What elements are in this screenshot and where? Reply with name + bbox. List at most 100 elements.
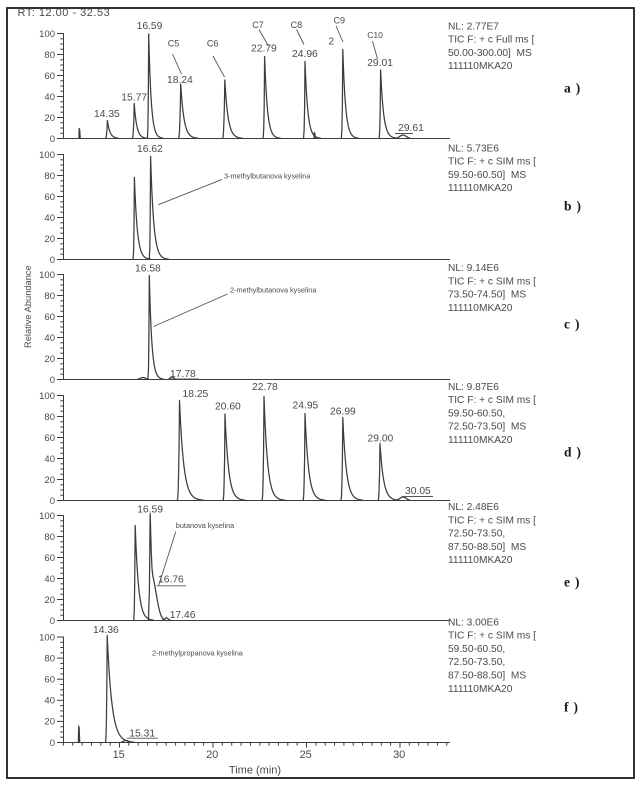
- svg-text:NL: 2.77E7: NL: 2.77E7: [448, 21, 499, 32]
- svg-text:100: 100: [39, 391, 55, 402]
- svg-text:C9: C9: [334, 16, 346, 26]
- svg-text:59.50-60.50,: 59.50-60.50,: [448, 408, 505, 419]
- svg-text:24.95: 24.95: [293, 401, 319, 412]
- svg-text:40: 40: [44, 333, 55, 344]
- svg-text:40: 40: [44, 574, 55, 585]
- svg-text:80: 80: [44, 291, 55, 302]
- svg-text:a ): a ): [564, 81, 581, 96]
- svg-text:73.50-74.50] MS: 73.50-74.50] MS: [448, 290, 526, 301]
- svg-text:2: 2: [328, 37, 334, 48]
- svg-text:111110MKA20: 111110MKA20: [448, 303, 513, 314]
- svg-text:C5: C5: [168, 39, 180, 49]
- svg-text:14.35: 14.35: [94, 109, 120, 120]
- svg-text:0: 0: [50, 375, 55, 386]
- svg-text:0: 0: [50, 496, 55, 507]
- svg-text:30.05: 30.05: [405, 486, 431, 497]
- svg-text:0: 0: [50, 738, 55, 749]
- svg-text:59.50-60.50,: 59.50-60.50,: [448, 644, 505, 655]
- svg-text:24.96: 24.96: [292, 49, 318, 60]
- svg-text:14.36: 14.36: [93, 625, 119, 636]
- svg-text:2-methylpropanova kyselina: 2-methylpropanova kyselina: [152, 649, 244, 658]
- svg-text:17.78: 17.78: [170, 369, 196, 380]
- svg-text:0: 0: [50, 616, 55, 627]
- svg-text:C10: C10: [367, 30, 383, 40]
- svg-text:40: 40: [44, 454, 55, 465]
- svg-text:16.59: 16.59: [137, 505, 163, 516]
- svg-text:Relative Abundance: Relative Abundance: [23, 265, 33, 348]
- svg-text:20.60: 20.60: [215, 402, 241, 413]
- svg-text:RT: 12.00 - 32.53: RT: 12.00 - 32.53: [18, 7, 111, 19]
- svg-text:40: 40: [44, 213, 55, 224]
- svg-text:TIC F: + c SIM ms [: TIC F: + c SIM ms [: [448, 157, 536, 168]
- svg-text:TIC F: + c Full ms [: TIC F: + c Full ms [: [448, 35, 534, 46]
- svg-text:16.76: 16.76: [158, 575, 184, 586]
- svg-text:17.46: 17.46: [170, 610, 196, 621]
- svg-text:c ): c ): [564, 317, 580, 332]
- svg-text:111110MKA20: 111110MKA20: [448, 61, 513, 72]
- svg-text:18.24: 18.24: [167, 75, 193, 86]
- svg-text:C6: C6: [207, 39, 219, 49]
- svg-text:20: 20: [206, 749, 218, 761]
- svg-text:15: 15: [113, 749, 125, 761]
- svg-text:16.59: 16.59: [137, 21, 163, 32]
- svg-text:Time (min): Time (min): [229, 765, 281, 777]
- svg-text:80: 80: [44, 50, 55, 61]
- svg-text:C7: C7: [252, 20, 264, 30]
- svg-text:b ): b ): [564, 199, 582, 214]
- svg-text:2-methylbutanova kyselina: 2-methylbutanova kyselina: [230, 286, 317, 295]
- svg-text:NL: 3.00E6: NL: 3.00E6: [448, 617, 499, 628]
- svg-text:TIC F: + c SIM ms [: TIC F: + c SIM ms [: [448, 515, 536, 526]
- svg-text:87.50-88.50] MS: 87.50-88.50] MS: [448, 671, 526, 682]
- svg-text:3-methylbutanova kyselina: 3-methylbutanova kyselina: [224, 172, 311, 181]
- svg-text:72.50-73.50,: 72.50-73.50,: [448, 529, 505, 540]
- svg-text:C8: C8: [291, 20, 303, 30]
- svg-text:111110MKA20: 111110MKA20: [448, 183, 513, 194]
- svg-text:100: 100: [39, 511, 55, 522]
- svg-text:16.58: 16.58: [135, 264, 161, 275]
- svg-text:111110MKA20: 111110MKA20: [448, 435, 513, 446]
- svg-text:60: 60: [44, 192, 55, 203]
- svg-text:18.25: 18.25: [183, 389, 209, 400]
- svg-text:20: 20: [44, 717, 55, 728]
- svg-text:60: 60: [44, 553, 55, 564]
- svg-text:f ): f ): [564, 700, 579, 715]
- svg-text:TIC F: + c SIM ms [: TIC F: + c SIM ms [: [448, 276, 536, 287]
- svg-text:25: 25: [300, 749, 312, 761]
- svg-text:29.00: 29.00: [368, 434, 394, 445]
- svg-text:80: 80: [44, 412, 55, 423]
- svg-text:20: 20: [44, 234, 55, 245]
- svg-text:TIC F: + c SIM ms [: TIC F: + c SIM ms [: [448, 395, 536, 406]
- svg-text:60: 60: [44, 675, 55, 686]
- svg-text:80: 80: [44, 532, 55, 543]
- svg-text:60: 60: [44, 71, 55, 82]
- svg-text:72.50-73.50,: 72.50-73.50,: [448, 657, 505, 668]
- svg-text:111110MKA20: 111110MKA20: [448, 684, 513, 695]
- svg-text:80: 80: [44, 171, 55, 182]
- svg-text:50.00-300.00] MS: 50.00-300.00] MS: [448, 48, 532, 59]
- svg-text:butanova kyselina: butanova kyselina: [176, 521, 235, 530]
- svg-text:87.50-88.50] MS: 87.50-88.50] MS: [448, 542, 526, 553]
- svg-text:100: 100: [39, 270, 55, 281]
- svg-text:0: 0: [50, 134, 55, 145]
- svg-text:72.50-73.50] MS: 72.50-73.50] MS: [448, 422, 526, 433]
- svg-text:60: 60: [44, 433, 55, 444]
- svg-text:20: 20: [44, 595, 55, 606]
- svg-text:22.78: 22.78: [252, 382, 278, 393]
- svg-text:NL: 9.14E6: NL: 9.14E6: [448, 263, 499, 274]
- svg-text:20: 20: [44, 354, 55, 365]
- svg-text:100: 100: [39, 150, 55, 161]
- svg-text:20: 20: [44, 113, 55, 124]
- svg-text:d ): d ): [564, 445, 582, 460]
- svg-text:29.01: 29.01: [367, 58, 393, 69]
- svg-text:100: 100: [39, 632, 55, 643]
- svg-text:111110MKA20: 111110MKA20: [448, 555, 513, 566]
- svg-text:15.31: 15.31: [129, 729, 155, 740]
- svg-text:29.61: 29.61: [398, 123, 424, 134]
- svg-text:NL: 5.73E6: NL: 5.73E6: [448, 143, 499, 154]
- svg-text:NL: 2.48E6: NL: 2.48E6: [448, 502, 499, 513]
- svg-text:60: 60: [44, 312, 55, 323]
- svg-text:100: 100: [39, 29, 55, 40]
- svg-text:16.62: 16.62: [137, 144, 163, 155]
- svg-text:80: 80: [44, 653, 55, 664]
- svg-text:e ): e ): [564, 575, 580, 590]
